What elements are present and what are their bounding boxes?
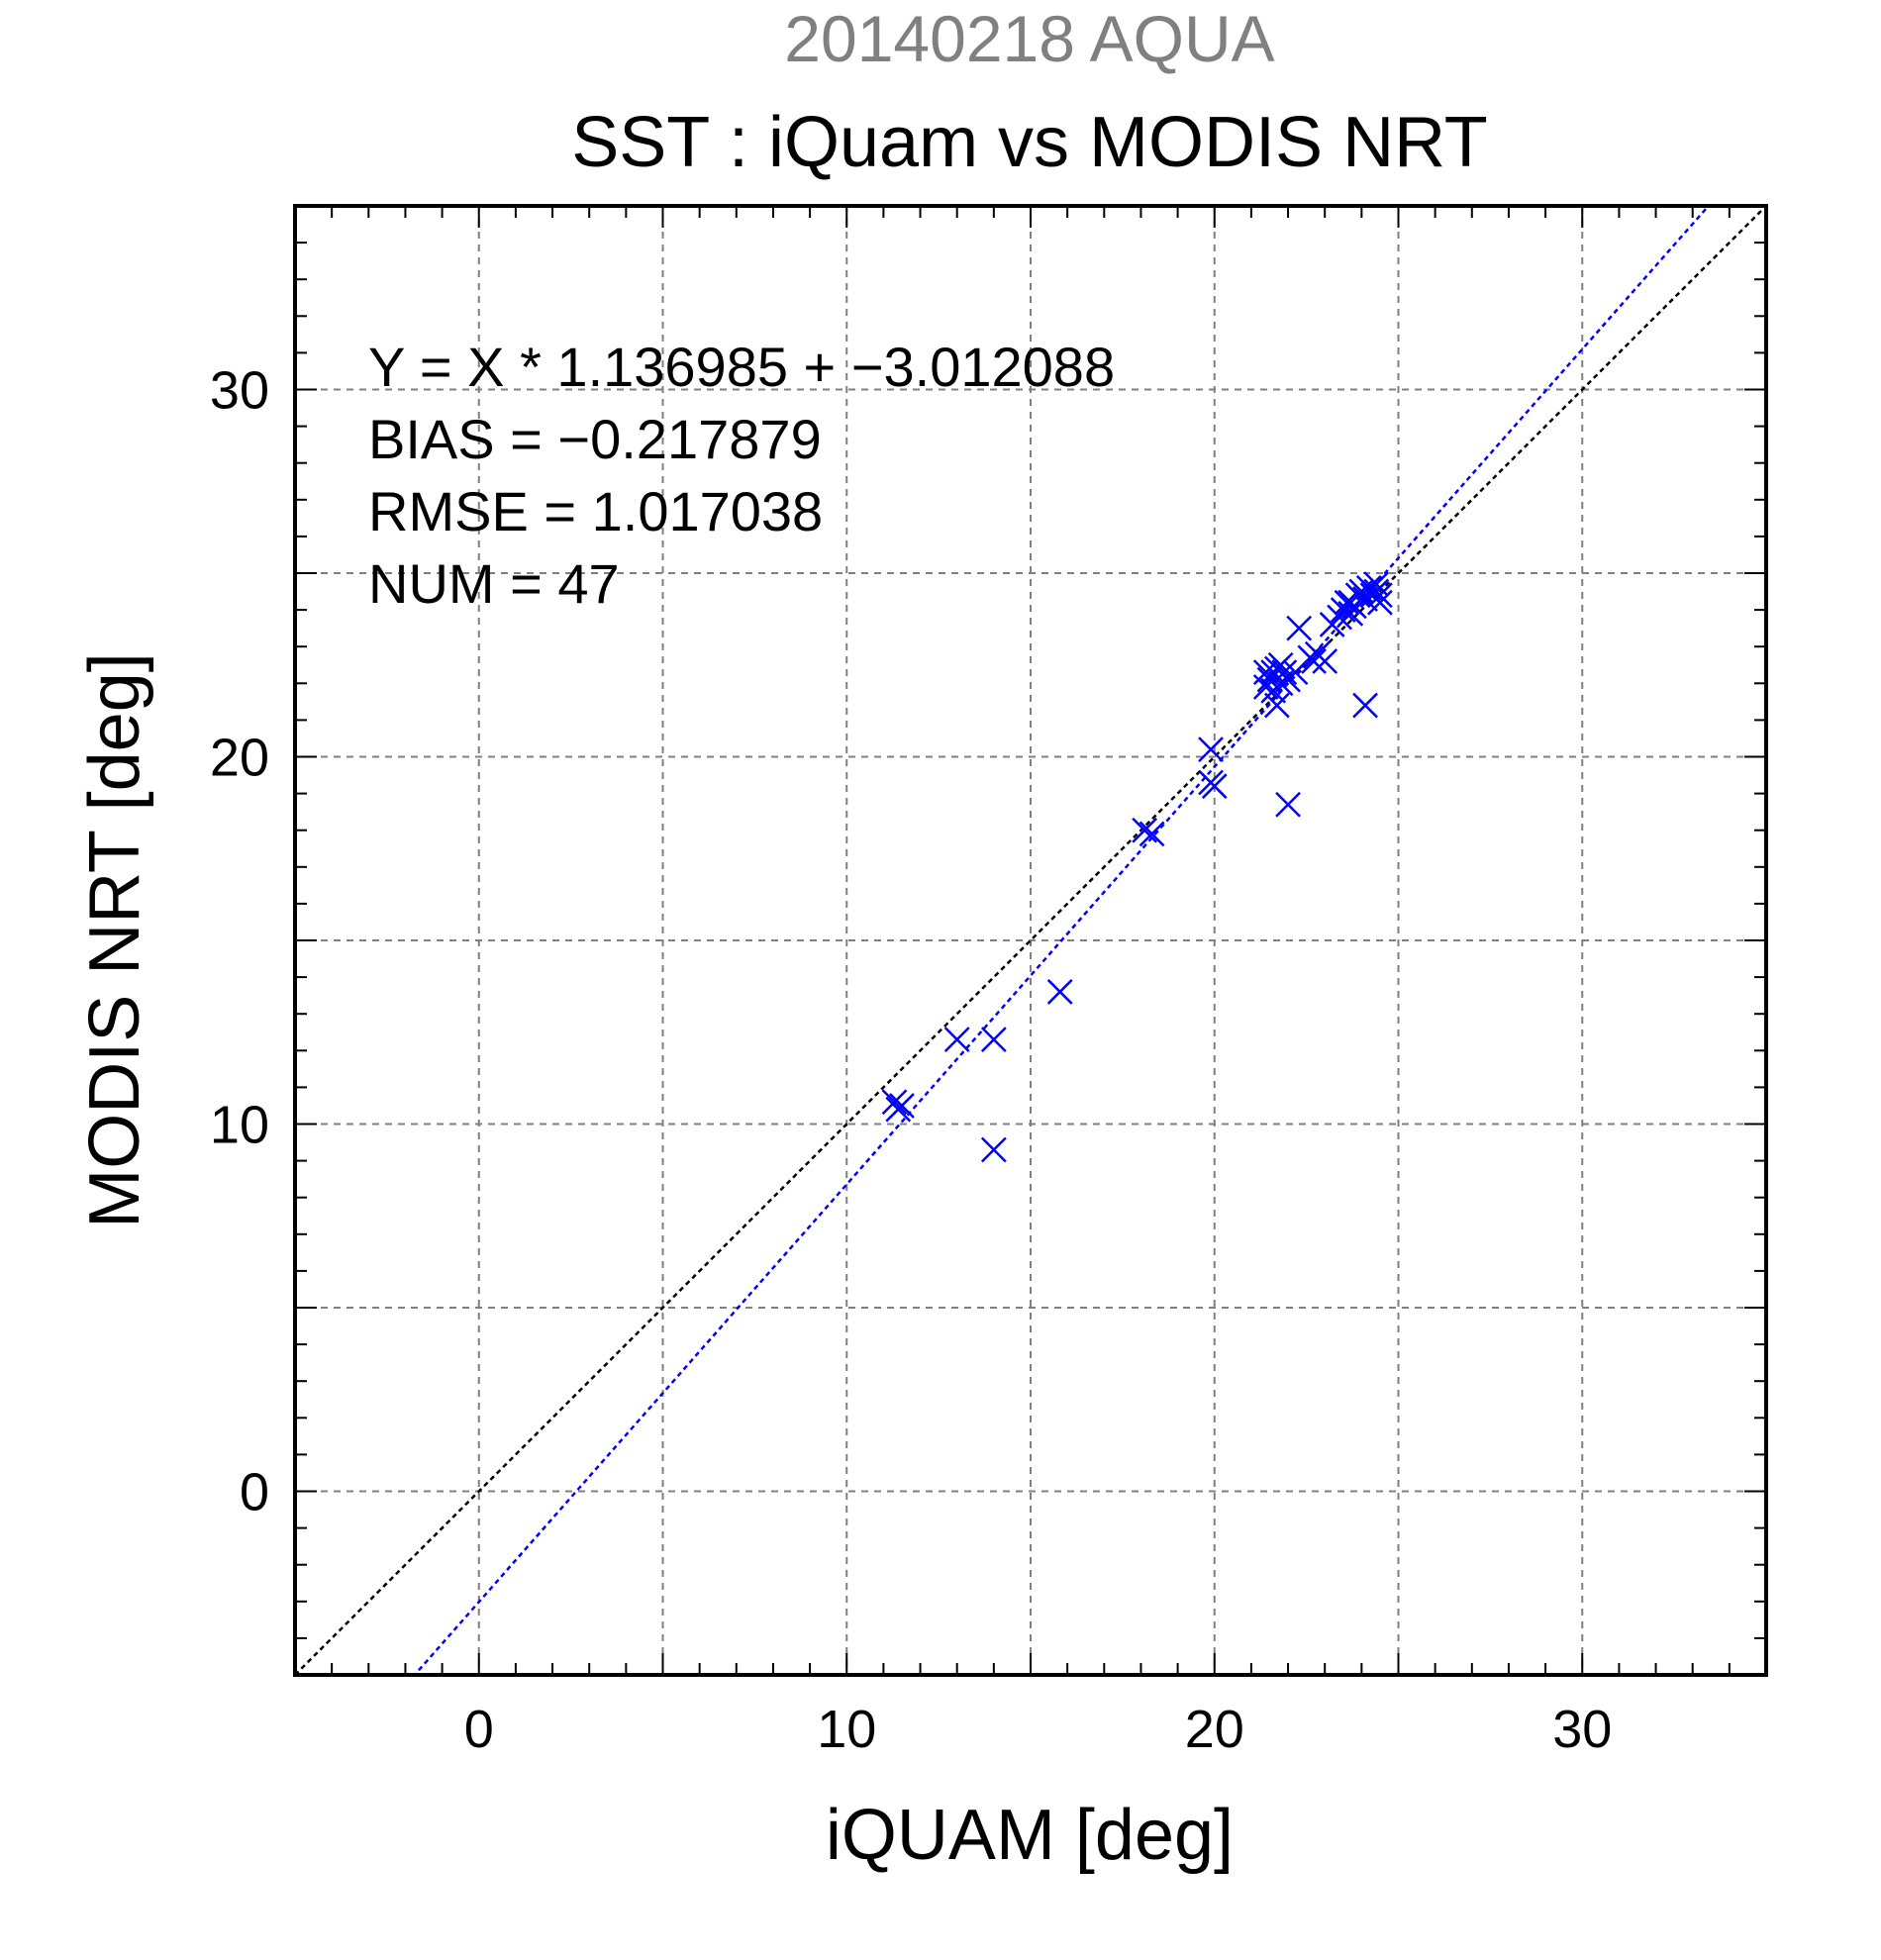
x-tick-label: 0 [464, 1700, 494, 1759]
data-point [1367, 589, 1393, 616]
data-point [1138, 821, 1165, 847]
tick-labels: 0 10 20 30 0 10 20 30 [210, 361, 1612, 1760]
x-axis-label: iQUAM [deg] [826, 1796, 1234, 1875]
data-points [881, 571, 1393, 1163]
annotation-line: NUM = 47 [368, 552, 620, 615]
grid-lines [295, 206, 1766, 1675]
data-point [980, 1027, 1007, 1053]
data-point [1352, 692, 1378, 719]
x-tick-label: 20 [1185, 1700, 1244, 1759]
annotation-line: Y = X * 1.136985 + −3.012088 [368, 336, 1115, 398]
data-point [1046, 979, 1073, 1005]
y-tick-label: 30 [210, 361, 269, 421]
chart-suptitle: 20140218 AQUA [784, 2, 1274, 75]
fit-line [413, 206, 1711, 1675]
data-point [1275, 791, 1301, 818]
y-tick-label: 0 [240, 1463, 269, 1522]
data-point [1355, 574, 1382, 601]
data-point [1367, 582, 1393, 609]
data-point [881, 1089, 908, 1116]
data-point [1198, 736, 1224, 762]
plot-frame [293, 204, 1768, 1677]
y-tick-label: 10 [210, 1096, 269, 1155]
y-axis-label: MODIS NRT [deg] [75, 652, 154, 1228]
data-point [1252, 674, 1279, 700]
data-point [1201, 773, 1228, 800]
annotation-line: BIAS = −0.217879 [368, 408, 822, 470]
data-point [885, 1096, 912, 1123]
chart-title: SST : iQuam vs MODIS NRT [571, 103, 1488, 182]
identity-line [295, 206, 1766, 1675]
data-point [1301, 648, 1327, 674]
data-point [1132, 817, 1158, 843]
data-point [1264, 692, 1290, 719]
data-point [1286, 615, 1313, 641]
reference-lines [295, 206, 1766, 1675]
data-point [980, 1136, 1007, 1163]
y-tick-label: 20 [210, 729, 269, 788]
data-point [943, 1027, 970, 1053]
x-tick-label: 10 [817, 1700, 876, 1759]
annotation-line: RMSE = 1.017038 [368, 480, 823, 542]
x-tick-label: 30 [1552, 1700, 1612, 1759]
data-point [1267, 651, 1294, 678]
data-point [1312, 648, 1338, 674]
stats-annotation: Y = X * 1.136985 + −3.012088 BIAS = −0.21… [368, 336, 1115, 615]
data-point [1271, 659, 1298, 686]
